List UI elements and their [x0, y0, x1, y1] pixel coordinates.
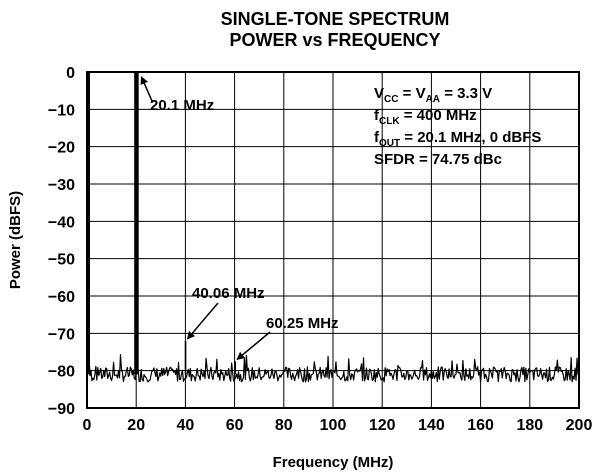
condition-line: fOUT = 20.1 MHz, 0 dBFS	[374, 129, 541, 149]
y-tick-label: −10	[48, 102, 75, 119]
x-tick-label: 60	[226, 417, 244, 434]
y-tick-label: −90	[48, 401, 75, 418]
chart-title: SINGLE-TONE SPECTRUM	[221, 9, 450, 29]
annotation-label: 60.25 MHz	[266, 315, 339, 332]
y-tick-label: −60	[48, 289, 75, 306]
x-tick-label: 140	[418, 417, 445, 434]
x-tick-label: 120	[369, 417, 396, 434]
spectrum-trace	[86, 72, 580, 383]
y-tick-label: −70	[48, 326, 75, 343]
y-tick-label: 0	[66, 65, 75, 82]
y-tick-label: −20	[48, 140, 75, 157]
y-axis-label: Power (dBFS)	[7, 191, 24, 289]
annotation-arrow	[140, 76, 153, 102]
x-axis-label: Frequency (MHz)	[273, 454, 394, 471]
plot-frame	[86, 71, 580, 409]
x-tick-label: 0	[83, 417, 92, 434]
annotation-arrow	[236, 331, 271, 360]
x-tick-label: 160	[467, 417, 494, 434]
condition-line: SFDR = 74.75 dBc	[374, 151, 502, 168]
x-tick-label: 20	[127, 417, 145, 434]
condition-line: VCC = VAA = 3.3 V	[374, 85, 492, 105]
x-tick-label: 40	[177, 417, 195, 434]
y-tick-label: −50	[48, 252, 75, 269]
tick-labels: 0 20 40 60 80 100 120 140 160 180 200 0 −10 −20 −30 −40…	[48, 65, 593, 434]
condition-line: fCLK = 400 MHz	[374, 107, 477, 127]
noise-floor-trace	[86, 354, 580, 383]
annotation-arrow	[186, 302, 219, 340]
y-tick-label: −40	[48, 214, 75, 231]
annotation-label: 20.1 MHz	[150, 97, 214, 114]
grid	[86, 71, 580, 409]
x-tick-label: 80	[275, 417, 293, 434]
annotation-label: 40.06 MHz	[192, 285, 265, 302]
x-tick-label: 180	[516, 417, 543, 434]
x-tick-label: 200	[566, 417, 593, 434]
x-tick-label: 100	[320, 417, 347, 434]
y-tick-label: −80	[48, 364, 75, 381]
y-tick-label: −30	[48, 177, 75, 194]
chart-subtitle: POWER vs FREQUENCY	[229, 30, 440, 50]
